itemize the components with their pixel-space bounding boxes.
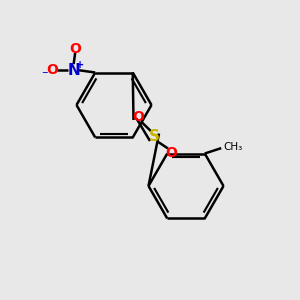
Text: O: O [46, 63, 58, 77]
Text: O: O [69, 41, 81, 56]
Text: N: N [67, 63, 80, 78]
Text: ⁻: ⁻ [41, 69, 48, 82]
Text: O: O [165, 146, 177, 160]
Text: O: O [132, 110, 144, 124]
Text: S: S [149, 129, 160, 144]
Text: +: + [76, 60, 84, 70]
Text: CH₃: CH₃ [224, 142, 243, 152]
